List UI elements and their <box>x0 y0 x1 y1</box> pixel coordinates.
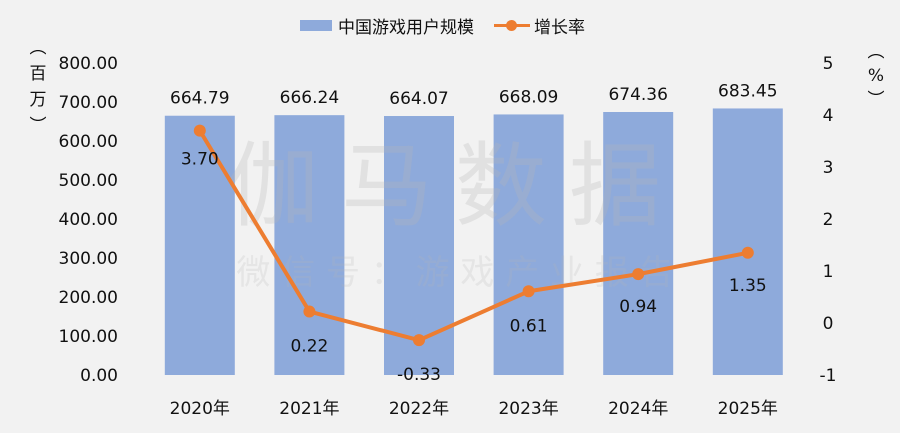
line-value-label: 0.22 <box>290 337 328 357</box>
line-marker <box>741 246 754 259</box>
right-tick-label: 4 <box>823 106 834 126</box>
left-tick-label: 600.00 <box>59 132 118 152</box>
left-tick-label: 300.00 <box>59 249 118 269</box>
bar-value-label: 666.24 <box>280 88 339 108</box>
bar-value-label: 664.79 <box>170 89 229 109</box>
bar <box>603 111 674 375</box>
x-tick-label: 2024年 <box>608 399 668 419</box>
line-value-label: -0.33 <box>397 365 441 385</box>
legend-label-user-scale: 中国游戏用户规模 <box>338 17 474 38</box>
legend-item-growth-rate: 增长率 <box>494 13 585 38</box>
left-tick-label: 200.00 <box>59 288 118 308</box>
x-tick-label: 2023年 <box>498 399 558 419</box>
bar <box>164 115 235 375</box>
x-axis: 2020年 2021年 2022年 2023年 2024年 2025年 <box>170 399 778 419</box>
bar-data-labels: 664.79 666.24 664.07 668.09 674.36 683.45 <box>170 81 777 109</box>
line-series: 3.70 0.22 -0.33 0.61 0.94 1.35 <box>181 124 767 385</box>
watermark: 伽马数据 微 信 号 ： 游 戏 产 业 报 告 <box>227 133 683 293</box>
right-tick-label: 2 <box>823 210 834 230</box>
left-tick-label: 500.00 <box>59 171 118 191</box>
bar-value-label: 664.07 <box>389 89 448 109</box>
bar <box>493 114 564 376</box>
legend-item-user-scale: 中国游戏用户规模 <box>300 13 474 38</box>
unit-char: % <box>867 66 885 86</box>
line-marker <box>522 285 535 298</box>
unit-paren-open: ︵ <box>29 38 47 58</box>
line-value-label: 0.61 <box>510 316 548 336</box>
x-tick-label: 2022年 <box>389 399 449 419</box>
line-marker <box>303 305 316 318</box>
line-marker <box>413 334 425 347</box>
unit-char: 百 <box>29 64 47 84</box>
left-tick-label: 700.00 <box>59 93 118 113</box>
line-marker <box>632 268 645 281</box>
unit-char: 万 <box>29 90 47 110</box>
line-value-label: 1.35 <box>729 276 767 296</box>
line-value-label: 0.94 <box>619 297 657 317</box>
right-tick-label: 0 <box>823 314 834 334</box>
left-tick-label: 400.00 <box>59 210 118 230</box>
bar-value-label: 683.45 <box>718 81 777 101</box>
unit-paren-close: ︶ <box>867 90 885 110</box>
left-y-axis: 0.00 100.00 200.00 300.00 400.00 500.00 600.00… <box>59 54 118 386</box>
right-tick-label: 5 <box>823 54 834 74</box>
chart-legend: 中国游戏用户规模 增长率 <box>300 10 605 40</box>
bar-value-label: 674.36 <box>608 85 667 105</box>
unit-paren-close: ︶ <box>29 116 47 136</box>
right-tick-label: 1 <box>823 262 834 282</box>
x-tick-label: 2021年 <box>279 399 339 419</box>
line-marker <box>193 124 206 137</box>
right-y-axis: -1 0 1 2 3 4 5 <box>820 54 837 386</box>
left-tick-label: 0.00 <box>80 366 118 386</box>
unit-paren-open: ︵ <box>867 42 885 62</box>
line-value-label: 3.70 <box>181 150 219 170</box>
x-tick-label: 2020年 <box>170 399 230 419</box>
bar-value-label: 668.09 <box>499 87 558 107</box>
watermark-sub: 微 信 号 ： 游 戏 产 业 报 告 <box>236 253 673 293</box>
line-marker-swatch-icon <box>494 16 530 34</box>
bar <box>712 108 783 375</box>
x-tick-label: 2025年 <box>718 399 778 419</box>
right-tick-label: -1 <box>820 366 837 386</box>
left-axis-unit: ︵ 百 万 ︶ <box>28 35 48 139</box>
legend-label-growth-rate: 增长率 <box>534 17 585 38</box>
bar-series <box>164 108 783 376</box>
bar <box>274 115 345 376</box>
growth-line <box>198 129 749 343</box>
right-tick-label: 3 <box>823 158 834 178</box>
left-tick-label: 100.00 <box>59 327 118 347</box>
bar-swatch-icon <box>300 19 332 31</box>
left-tick-label: 800.00 <box>59 54 118 74</box>
watermark-main: 伽马数据 <box>227 133 683 240</box>
right-axis-unit: ︵ % ︶ <box>866 40 886 112</box>
